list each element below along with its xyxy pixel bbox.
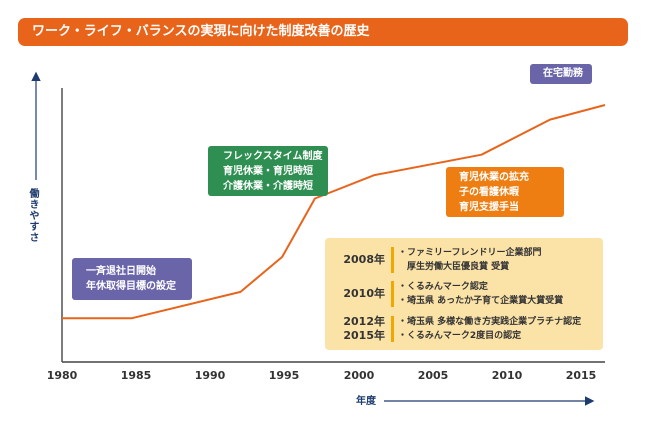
series-line bbox=[62, 104, 606, 320]
annotation-remote-work: 在宅勤務 bbox=[530, 64, 592, 84]
award-item: ・ファミリーフレンドリー企業部門 bbox=[398, 248, 542, 258]
annotation-line: 育児支援手当 bbox=[459, 202, 519, 213]
annotation-line: フレックスタイム制度 bbox=[223, 151, 323, 162]
award-divider bbox=[391, 316, 394, 342]
award-item: ・くるみんマーク2度目の認定 bbox=[398, 331, 522, 341]
annotation-early-leave: 一斉退社日開始 年休取得目標の設定 bbox=[72, 258, 192, 300]
annotation-line: 一斉退社日開始 bbox=[86, 266, 156, 277]
award-item: ・埼玉県 あったか子育て企業賞大賞受賞 bbox=[398, 296, 564, 306]
x-tick-label: 2010 bbox=[491, 369, 523, 382]
annotation-line: 育児休業・育児時短 bbox=[223, 166, 313, 177]
annotation-flextime: フレックスタイム制度 育児休業・育児時短 介護休業・介護時短 bbox=[208, 146, 328, 196]
award-items: ・くるみんマーク認定 ・埼玉県 あったか子育て企業賞大賞受賞 bbox=[398, 280, 563, 308]
award-divider bbox=[391, 281, 394, 307]
award-year: 2015年 bbox=[343, 329, 385, 342]
x-tick-label: 1980 bbox=[46, 369, 78, 382]
award-year: 2012年 bbox=[343, 315, 385, 328]
annotation-line: 年休取得目標の設定 bbox=[86, 281, 176, 292]
award-item: ・くるみんマーク認定 bbox=[398, 282, 488, 292]
page-title: ワーク・ライフ・バランスの実現に向けた制度改善の歴史 bbox=[18, 18, 628, 46]
award-year: 2010年 bbox=[343, 287, 385, 300]
x-axis-label: 年度 bbox=[356, 396, 376, 407]
annotation-childcare: 育児休業の拡充 子の看護休暇 育児支援手当 bbox=[446, 167, 564, 217]
annotation-line: 子の看護休暇 bbox=[459, 187, 519, 198]
annotation-line: 育児休業の拡充 bbox=[459, 172, 529, 183]
award-items: ・ファミリーフレンドリー企業部門 厚生労働大臣優良賞 受賞 bbox=[398, 246, 541, 274]
x-tick-label: 1985 bbox=[120, 369, 152, 382]
annotation-line: 介護休業・介護時短 bbox=[223, 181, 313, 192]
award-items: ・埼玉県 多様な働き方実践企業プラチナ認定 ・くるみんマーク2度目の認定 bbox=[398, 315, 581, 343]
annotation-line: 在宅勤務 bbox=[543, 68, 583, 79]
award-item: ・埼玉県 多様な働き方実践企業プラチナ認定 bbox=[398, 317, 582, 327]
x-tick-label: 1995 bbox=[268, 369, 300, 382]
x-tick-label: 2005 bbox=[417, 369, 449, 382]
awards-box: 2008年 ・ファミリーフレンドリー企業部門 厚生労働大臣優良賞 受賞 2010… bbox=[325, 238, 603, 350]
award-divider bbox=[391, 247, 394, 273]
award-year: 2008年 bbox=[343, 253, 385, 266]
x-tick-label: 1990 bbox=[194, 369, 226, 382]
x-tick-label: 2000 bbox=[343, 369, 375, 382]
x-tick-label: 2015 bbox=[565, 369, 597, 382]
y-axis-label: 働きやすさ bbox=[27, 188, 38, 243]
award-item: 厚生労働大臣優良賞 受賞 bbox=[398, 262, 510, 272]
